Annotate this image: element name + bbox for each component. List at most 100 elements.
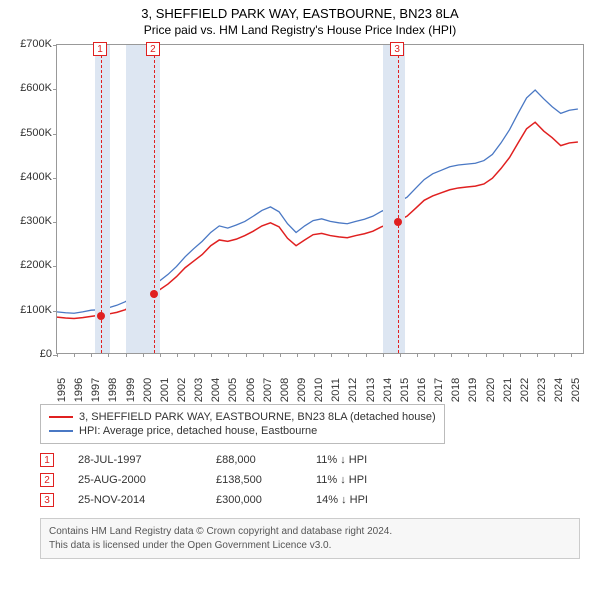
x-tick — [434, 353, 435, 357]
x-tick — [211, 353, 212, 357]
sale-dot — [394, 218, 402, 226]
legend-label: 3, SHEFFIELD PARK WAY, EASTBOURNE, BN23 … — [79, 411, 436, 423]
x-tick — [91, 353, 92, 357]
legend-swatch — [49, 430, 73, 432]
y-tick — [53, 134, 57, 135]
x-axis-label: 2014 — [382, 378, 394, 402]
x-tick — [108, 353, 109, 357]
x-tick — [280, 353, 281, 357]
legend-row: 3, SHEFFIELD PARK WAY, EASTBOURNE, BN23 … — [49, 410, 436, 424]
y-tick — [53, 266, 57, 267]
event-marker: 3 — [390, 42, 404, 56]
x-axis-label: 2005 — [227, 378, 239, 402]
x-axis-label: 2010 — [313, 378, 325, 402]
x-tick — [520, 353, 521, 357]
y-tick — [53, 178, 57, 179]
x-axis-label: 2018 — [450, 378, 462, 402]
sale-date: 28-JUL-1997 — [78, 454, 216, 466]
x-axis-label: 2007 — [262, 378, 274, 402]
shaded-band — [383, 45, 405, 353]
event-marker: 1 — [93, 42, 107, 56]
x-axis-label: 1995 — [56, 378, 68, 402]
event-marker: 2 — [146, 42, 160, 56]
y-axis-label: £200K — [20, 259, 52, 271]
x-axis-label: 2004 — [210, 378, 222, 402]
event-vline — [398, 45, 399, 353]
x-tick — [503, 353, 504, 357]
x-tick — [57, 353, 58, 357]
x-tick — [348, 353, 349, 357]
footer-line2: This data is licensed under the Open Gov… — [49, 539, 571, 553]
x-tick — [314, 353, 315, 357]
y-tick — [53, 311, 57, 312]
x-tick — [537, 353, 538, 357]
sale-delta: 11% ↓ HPI — [316, 474, 416, 486]
legend-row: HPI: Average price, detached house, East… — [49, 424, 436, 438]
x-axis-label: 2013 — [365, 378, 377, 402]
x-tick — [126, 353, 127, 357]
x-tick — [571, 353, 572, 357]
x-axis-label: 2012 — [347, 378, 359, 402]
x-axis-label: 2017 — [433, 378, 445, 402]
event-vline — [154, 45, 155, 353]
legend-label: HPI: Average price, detached house, East… — [79, 425, 317, 437]
x-tick — [486, 353, 487, 357]
x-axis-label: 2022 — [519, 378, 531, 402]
sale-marker: 1 — [40, 453, 54, 467]
y-axis-label: £400K — [20, 171, 52, 183]
chart-area: £0£100K£200K£300K£400K£500K£600K£700K199… — [8, 44, 592, 394]
y-axis-label: £100K — [20, 304, 52, 316]
sale-dot — [150, 290, 158, 298]
x-axis-label: 1998 — [107, 378, 119, 402]
x-axis-label: 2011 — [330, 378, 342, 402]
sale-date: 25-NOV-2014 — [78, 494, 216, 506]
sale-row: 325-NOV-2014£300,00014% ↓ HPI — [40, 490, 416, 510]
y-axis-label: £600K — [20, 82, 52, 94]
x-axis-label: 1996 — [73, 378, 85, 402]
x-tick — [228, 353, 229, 357]
shaded-band — [95, 45, 110, 353]
sale-price: £88,000 — [216, 454, 316, 466]
x-axis-label: 2003 — [193, 378, 205, 402]
y-tick — [53, 45, 57, 46]
x-axis-label: 1999 — [125, 378, 137, 402]
title-block: 3, SHEFFIELD PARK WAY, EASTBOURNE, BN23 … — [0, 0, 600, 39]
sale-date: 25-AUG-2000 — [78, 474, 216, 486]
x-tick — [263, 353, 264, 357]
sale-price: £138,500 — [216, 474, 316, 486]
y-tick — [53, 222, 57, 223]
legend-swatch — [49, 416, 73, 418]
x-axis-label: 2000 — [142, 378, 154, 402]
chart-title-line2: Price paid vs. HM Land Registry's House … — [0, 23, 600, 37]
figure-container: { "title": { "line1": "3, SHEFFIELD PARK… — [0, 0, 600, 590]
x-axis-label: 2020 — [485, 378, 497, 402]
sale-delta: 11% ↓ HPI — [316, 454, 416, 466]
x-axis-label: 2025 — [570, 378, 582, 402]
x-axis-label: 2001 — [159, 378, 171, 402]
legend-box: 3, SHEFFIELD PARK WAY, EASTBOURNE, BN23 … — [40, 404, 445, 444]
sale-row: 1 28-JUL-1997£88,00011% ↓ HPI — [40, 450, 416, 470]
x-tick — [160, 353, 161, 357]
x-tick — [297, 353, 298, 357]
x-tick — [554, 353, 555, 357]
x-tick — [417, 353, 418, 357]
x-tick — [400, 353, 401, 357]
x-tick — [451, 353, 452, 357]
x-tick — [331, 353, 332, 357]
x-tick — [143, 353, 144, 357]
sales-table: 1 28-JUL-1997£88,00011% ↓ HPI 2 25-AUG-2000… — [40, 450, 416, 510]
y-axis-label: £500K — [20, 127, 52, 139]
x-tick — [194, 353, 195, 357]
y-axis-label: £300K — [20, 215, 52, 227]
x-tick — [366, 353, 367, 357]
sale-dot — [97, 312, 105, 320]
x-axis-label: 1997 — [90, 378, 102, 402]
x-axis-label: 2021 — [502, 378, 514, 402]
y-axis-label: £700K — [20, 38, 52, 50]
sale-delta: 14% ↓ HPI — [316, 494, 416, 506]
sale-marker: 2 — [40, 473, 54, 487]
x-axis-label: 2023 — [536, 378, 548, 402]
x-axis-label: 2006 — [245, 378, 257, 402]
footer-line1: Contains HM Land Registry data © Crown c… — [49, 525, 571, 539]
sale-marker: 3 — [40, 493, 54, 507]
